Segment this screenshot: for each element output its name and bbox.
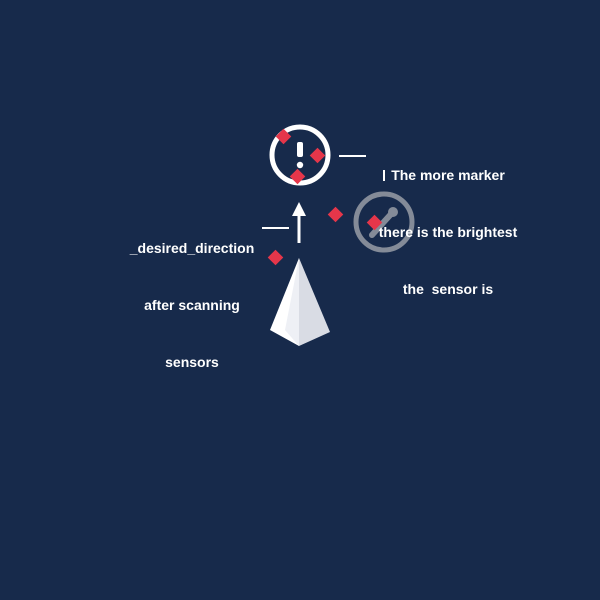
marker [366, 214, 383, 231]
bright-sensor-ring [269, 124, 331, 186]
direction-note-line: sensors [165, 354, 219, 370]
marker [275, 128, 292, 145]
direction-note-line: after scanning [144, 297, 240, 313]
brightness-note-line: the sensor is [402, 281, 494, 297]
exclamation-icon [296, 142, 304, 169]
marker [327, 206, 344, 223]
brightness-note-line: The more marker [391, 167, 505, 183]
wrench-icon [369, 207, 398, 238]
agent-ship [270, 258, 330, 346]
dim-sensor [353, 191, 415, 253]
direction-arrow [292, 202, 306, 243]
marker [309, 147, 326, 164]
direction-note: _desired_direction after scanning sensor… [112, 201, 272, 391]
brightness-note: The more marker there is the brightest t… [338, 128, 558, 318]
direction-note-line: _desired_direction [129, 240, 255, 256]
dim-sensor-ring [353, 191, 415, 253]
marker [289, 168, 306, 185]
brightness-note-line: there is the brightest [378, 224, 518, 240]
bright-sensor [269, 124, 331, 186]
